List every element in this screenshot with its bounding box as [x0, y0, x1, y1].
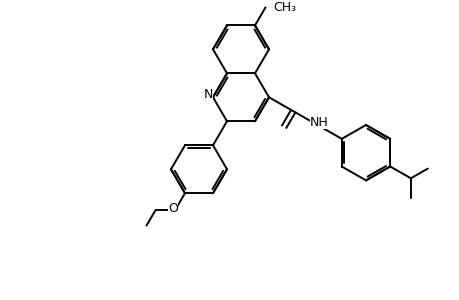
Text: N: N: [203, 88, 212, 101]
Text: CH₃: CH₃: [273, 1, 296, 14]
Text: O: O: [168, 202, 178, 214]
Text: NH: NH: [309, 116, 328, 128]
